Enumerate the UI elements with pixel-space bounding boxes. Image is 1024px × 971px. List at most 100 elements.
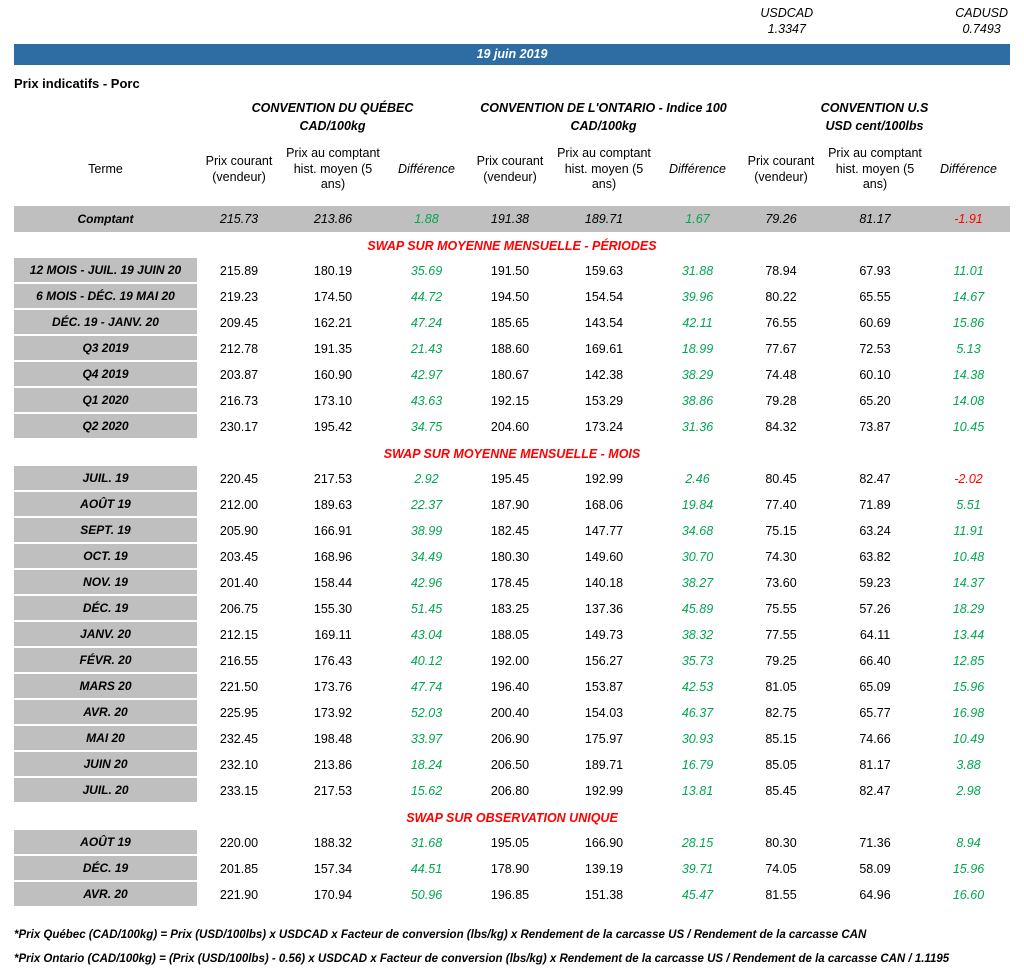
column-header-hist: Prix au comptant hist. moyen (5 ans) [286,146,380,192]
difference-value: 14.37 [952,575,985,590]
price-value: 147.77 [584,523,624,538]
price-value: 205.90 [219,523,259,538]
difference-value: 11.91 [953,523,984,538]
difference-value: 45.47 [681,887,714,902]
price-value: 221.50 [219,679,259,694]
table-row: Q4 2019 203.87 160.90 42.97 180.67 142.38 38.2… [14,361,1010,388]
price-value: 85.45 [765,783,797,798]
price-value: 137.36 [584,601,624,616]
price-value: 175.97 [584,731,624,746]
price-value: 72.53 [859,341,891,356]
difference-value: 35.73 [681,653,714,668]
price-value: 79.26 [739,205,823,232]
table-row: 12 MOIS - JUIL. 19 JUIN 20 215.89 180.19 35… [14,257,1010,284]
row-label: FÉVR. 20 [14,647,197,674]
row-label: Q3 2019 [14,335,197,362]
price-value: 173.10 [313,393,353,408]
difference-value: 31.88 [681,263,714,278]
row-label: AVR. 20 [14,699,197,726]
difference-value: 34.75 [410,419,443,434]
usdcad-label: USDCAD [760,6,814,20]
difference-value: 31.68 [410,835,443,850]
price-value: 182.45 [490,523,530,538]
difference-value: 46.37 [681,705,714,720]
price-value: 65.77 [859,705,891,720]
row-label: AVR. 20 [14,881,197,908]
fx-rates: USDCAD 1.3347 CADUSD 0.7493 [14,5,1010,38]
price-value: 183.25 [490,601,530,616]
price-value: 81.17 [823,205,927,232]
group-unit-ontario: CAD/100kg [570,118,637,133]
table-row: Q3 2019 212.78 191.35 21.43 188.60 169.61 18.9… [14,335,1010,362]
table-row: JUIL. 19 220.45 217.53 2.92 195.45 192.99 2.46… [14,465,1010,492]
difference-value: 38.29 [681,367,714,382]
difference-value: 31.36 [681,419,714,434]
price-value: 157.34 [313,861,353,876]
price-value: 71.36 [859,835,891,850]
price-value: 180.67 [490,367,530,382]
price-value: 65.55 [859,289,891,304]
column-header-diff: Différence [398,161,455,176]
price-value: 73.60 [765,575,797,590]
spot-row: Comptant 215.73 213.86 1.88 191.38 189.71 1.67… [14,205,1010,232]
row-label: JANV. 20 [14,621,197,648]
table-row: 6 MOIS - DÉC. 19 MAI 20 219.23 174.50 44.72… [14,283,1010,310]
difference-value: 44.51 [410,861,443,876]
difference-value: 10.49 [952,731,985,746]
price-value: 79.28 [765,393,797,408]
price-value: 154.54 [584,289,624,304]
difference-value: 28.15 [681,835,714,850]
difference-value: 43.63 [410,393,443,408]
price-value: 206.90 [490,731,530,746]
difference-value: 38.86 [681,393,714,408]
price-value: 162.21 [313,315,353,330]
price-value: 76.55 [765,315,797,330]
footnote-ontario: *Prix Ontario (CAD/100kg) = (Prix (USD/1… [14,952,950,965]
price-value: 77.67 [765,341,797,356]
price-value: 191.38 [468,205,552,232]
difference-value: 18.29 [952,601,985,616]
price-value: 173.92 [313,705,353,720]
price-value: 74.66 [859,731,891,746]
price-value: 195.05 [490,835,530,850]
price-value: 220.45 [219,471,259,486]
price-value: 216.73 [219,393,259,408]
price-value: 216.55 [219,653,259,668]
price-value: 212.15 [219,627,259,642]
row-label: JUIN 20 [14,751,197,778]
price-value: 60.69 [859,315,891,330]
column-header-hist: Prix au comptant hist. moyen (5 ans) [557,146,651,192]
price-value: 160.90 [313,367,353,382]
difference-value: 38.32 [681,627,714,642]
price-value: 178.45 [490,575,530,590]
row-label: Q1 2020 [14,387,197,414]
price-value: 85.15 [765,731,797,746]
difference-value: 18.99 [681,341,714,356]
group-title-row: CONVENTION DU QUÉBEC CONVENTION DE L'ONT… [14,101,1010,119]
price-value: 66.40 [859,653,891,668]
group-unit-quebec: CAD/100kg [299,118,366,133]
difference-value: 42.11 [682,315,713,330]
price-value: 188.05 [490,627,530,642]
price-value: 168.96 [313,549,353,564]
price-value: 142.38 [584,367,624,382]
difference-value: 38.27 [681,575,714,590]
date-bar: 19 juin 2019 [14,43,1010,65]
column-header-diff: Différence [669,161,726,176]
price-value: 156.27 [584,653,624,668]
price-value: 82.75 [765,705,797,720]
price-value: 140.18 [584,575,624,590]
difference-value: 11.01 [953,263,984,278]
row-label: AOÛT 19 [14,829,197,856]
price-value: 65.20 [859,393,891,408]
difference-value: 3.88 [956,757,981,772]
column-header-terme: Terme [88,161,123,176]
price-value: 158.44 [313,575,353,590]
price-value: 201.85 [219,861,259,876]
price-value: 174.50 [313,289,353,304]
table-row: AVR. 20 221.90 170.94 50.96 196.85 151.38 45.4… [14,881,1010,908]
table-row: AVR. 20 225.95 173.92 52.03 200.40 154.03 46.3… [14,699,1010,726]
price-value: 63.82 [859,549,891,564]
price-value: 149.60 [584,549,624,564]
price-value: 192.15 [490,393,530,408]
